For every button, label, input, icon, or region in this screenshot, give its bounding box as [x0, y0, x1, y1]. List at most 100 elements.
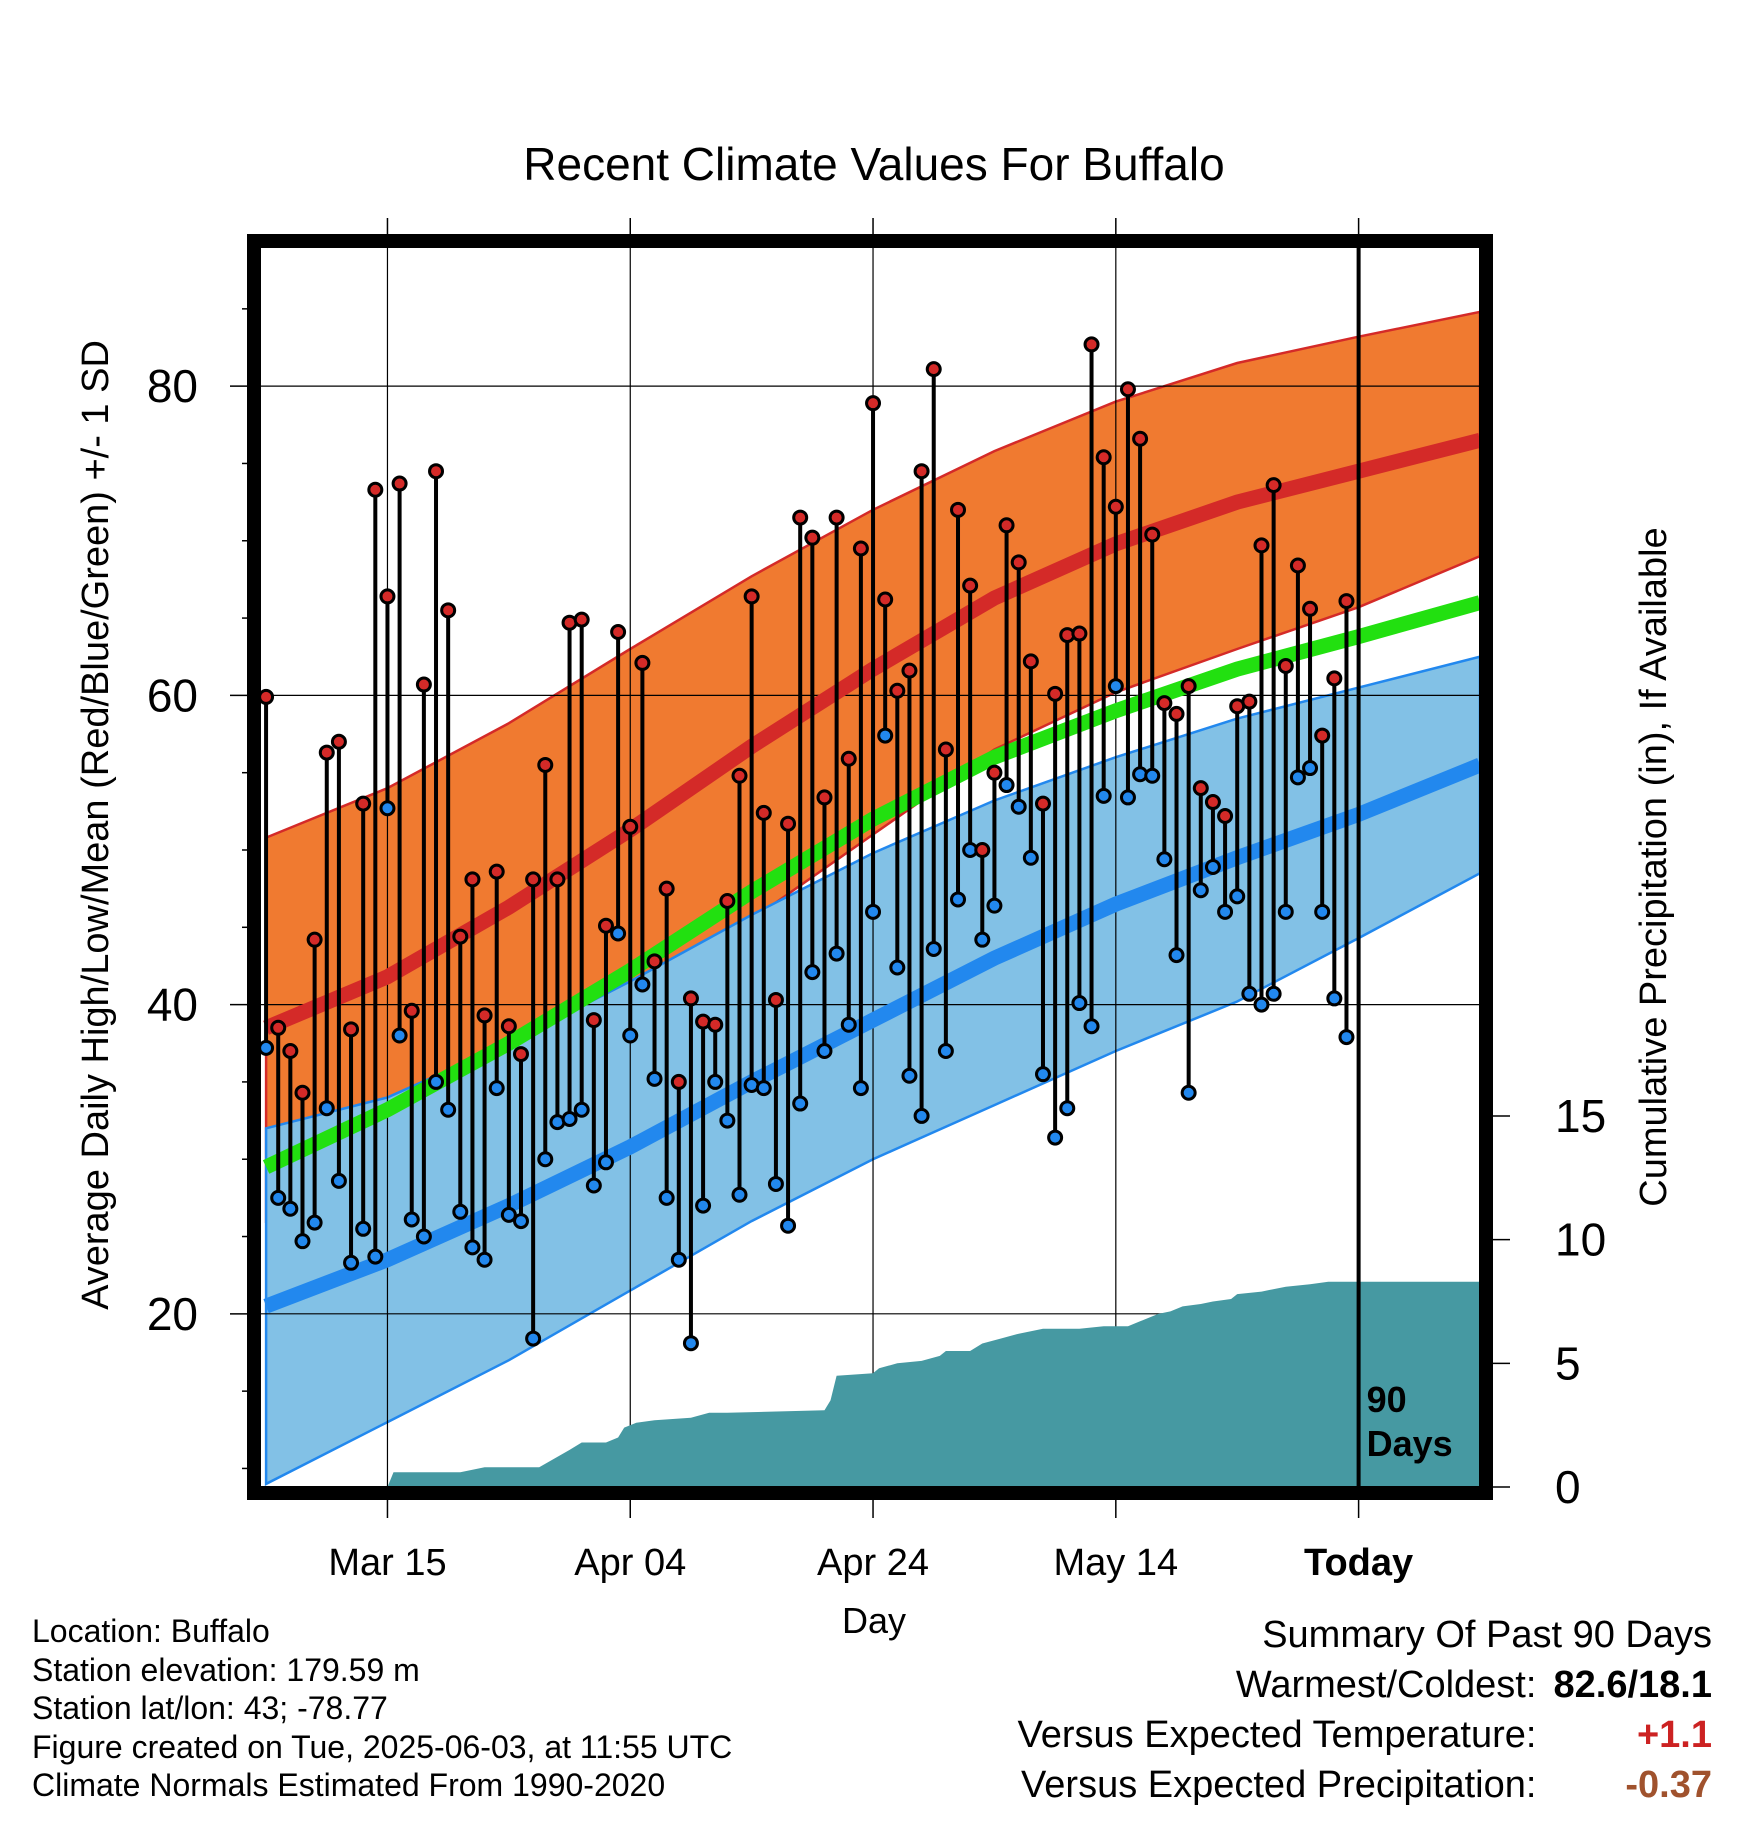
daily-low-point: [452, 1203, 469, 1220]
daily-low-point: [1034, 1066, 1051, 1083]
daily-high-point: [525, 871, 542, 888]
daily-high-point: [1192, 780, 1209, 797]
daily-high-point: [950, 501, 967, 518]
daily-observations: [260, 336, 1355, 1352]
daily-low-point: [343, 1254, 360, 1271]
daily-high-point: [998, 517, 1015, 534]
daily-low-point: [913, 1107, 930, 1124]
daily-high-point: [440, 602, 457, 619]
daily-low-point: [500, 1206, 517, 1223]
daily-low-point: [1119, 789, 1136, 806]
latlon-text: Station lat/lon: 43; -78.77: [32, 1690, 388, 1726]
daily-low-point: [925, 940, 942, 957]
daily-low-point: [330, 1172, 347, 1189]
daily-low-point: [1217, 903, 1234, 920]
daily-high-point: [804, 529, 821, 546]
daily-low-point: [1192, 882, 1209, 899]
daily-low-point: [950, 891, 967, 908]
daily-low-point: [1168, 947, 1185, 964]
daily-high-point: [682, 990, 699, 1007]
y-left-tick-label: 20: [147, 1288, 198, 1340]
daily-high-point: [670, 1073, 687, 1090]
daily-low-point: [1204, 859, 1221, 875]
daily-low-point: [865, 903, 882, 920]
daily-high-point: [622, 818, 639, 835]
daily-low-point: [1241, 985, 1258, 1002]
daily-high-point: [634, 654, 651, 671]
daily-low-point: [355, 1220, 372, 1237]
daily-high-point: [549, 871, 566, 888]
daily-low-point: [828, 945, 845, 962]
daily-high-point: [1144, 526, 1161, 543]
daily-low-point: [731, 1186, 748, 1203]
daily-high-point: [512, 1046, 529, 1063]
daily-low-point: [804, 964, 821, 981]
daily-low-point: [852, 1080, 869, 1097]
daily-high-point: [646, 953, 663, 970]
summary-precip: Versus Expected Precipitation: -0.37: [1018, 1760, 1712, 1810]
daily-high-point: [986, 764, 1003, 781]
daily-high-point: [1253, 537, 1270, 554]
daily-high-point: [877, 591, 894, 608]
daily-low-point: [840, 1016, 857, 1033]
warm-cold-value: 82.6/18.1: [1553, 1664, 1712, 1706]
daily-low-point: [1265, 985, 1282, 1002]
daily-high-point: [852, 540, 869, 557]
daily-high-point: [597, 917, 614, 934]
today-label-unit: Days: [1367, 1423, 1453, 1464]
plot-frame: [247, 234, 1493, 1500]
daily-low-point: [986, 897, 1003, 914]
daily-high-point: [500, 1018, 517, 1035]
summary-heading: Summary Of Past 90 Days: [1262, 1614, 1712, 1656]
daily-low-point: [1180, 1084, 1197, 1101]
daily-high-point: [1217, 807, 1234, 824]
elevation-text: Station elevation: 179.59 m: [32, 1651, 420, 1688]
daily-high-point: [260, 688, 275, 705]
daily-high-point: [889, 682, 906, 699]
daily-high-point: [318, 744, 335, 761]
daily-high-point: [270, 1019, 287, 1036]
daily-high-point: [464, 871, 481, 888]
x-tick-label: Apr 04: [574, 1542, 686, 1584]
daily-low-point: [1095, 787, 1112, 804]
daily-low-point: [998, 777, 1015, 794]
chart-title: Recent Climate Values For Buffalo: [523, 138, 1224, 190]
y-right-tick-label: 15: [1555, 1090, 1606, 1142]
daily-low-point: [1156, 851, 1173, 868]
summary-panel: Summary Of Past 90 Days Warmest/Coldest:…: [1018, 1610, 1712, 1810]
daily-high-point: [1034, 795, 1051, 812]
daily-high-point: [355, 795, 372, 812]
daily-high-point: [428, 463, 445, 480]
daily-low-point: [488, 1080, 505, 1097]
daily-low-point: [282, 1200, 299, 1217]
daily-high-point: [452, 928, 469, 945]
daily-low-point: [1289, 769, 1306, 786]
daily-high-point: [743, 588, 760, 605]
daily-low-point: [695, 1197, 712, 1214]
daily-low-point: [403, 1211, 420, 1228]
daily-high-point: [1277, 658, 1294, 675]
daily-low-point: [573, 1101, 590, 1118]
daily-high-point: [1326, 670, 1343, 687]
today-label-days: 90: [1367, 1379, 1407, 1420]
daily-high-point: [937, 741, 954, 758]
x-tick-label: May 14: [1054, 1542, 1179, 1584]
daily-low-point: [1302, 760, 1319, 777]
daily-high-point: [282, 1042, 299, 1059]
daily-low-point: [670, 1251, 687, 1268]
daily-high-point: [573, 611, 590, 628]
daily-low-point: [440, 1101, 457, 1118]
daily-low-point: [610, 925, 627, 942]
daily-high-point: [537, 756, 554, 773]
daily-high-point: [1180, 678, 1197, 695]
summary-warm-cold: Warmest/Coldest: 82.6/18.1: [1018, 1660, 1712, 1710]
location-text: Location: Buffalo: [32, 1613, 270, 1649]
daily-low-point: [391, 1027, 408, 1044]
daily-high-point: [343, 1021, 360, 1038]
daily-low-point: [379, 800, 396, 817]
daily-high-point: [1168, 705, 1185, 722]
y-left-tick-label: 80: [147, 360, 198, 412]
x-tick-label: Mar 15: [328, 1542, 446, 1584]
daily-low-point: [1083, 1018, 1100, 1035]
daily-high-point: [476, 1007, 493, 1024]
